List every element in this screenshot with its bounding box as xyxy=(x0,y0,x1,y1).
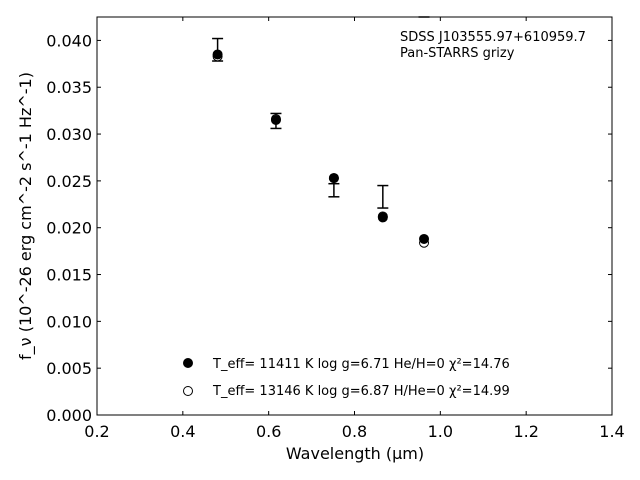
plot-area-border xyxy=(96,16,613,416)
annotation-survey: Pan-STARRS grizy xyxy=(400,46,515,61)
legend: T_eff= 11411 K log g=6.71 He/H=0 χ²=14.7… xyxy=(183,357,510,399)
y-tick-label: 0.015 xyxy=(46,266,92,285)
model-point-filled xyxy=(328,173,339,184)
y-axis-label: f_ν (10^-26 erg cm^-2 s^-1 Hz^-1) xyxy=(16,72,36,360)
observed-errorbars xyxy=(212,16,430,209)
model-point-filled xyxy=(419,233,430,244)
y-tick-label: 0.035 xyxy=(46,78,92,97)
annotation-object-name: SDSS J103555.97+610959.7 xyxy=(400,30,586,45)
x-tick-label: 0.4 xyxy=(170,422,195,441)
y-tick-label: 0.005 xyxy=(46,359,92,378)
y-tick-label: 0.000 xyxy=(46,406,92,425)
x-tick-label: 0.6 xyxy=(256,422,281,441)
legend-entry-1: T_eff= 13146 K log g=6.87 H/He=0 χ²=14.9… xyxy=(212,384,510,399)
y-tick-label: 0.010 xyxy=(46,312,92,331)
x-tick-label: 0.2 xyxy=(84,422,109,441)
y-tick-label: 0.025 xyxy=(46,172,92,191)
x-tick-label: 1.2 xyxy=(513,422,538,441)
y-tick-label: 0.030 xyxy=(46,125,92,144)
x-tick-label: 0.8 xyxy=(342,422,367,441)
legend-marker-open xyxy=(183,386,193,396)
y-axis: 0.000 0.005 0.010 0.015 0.020 0.025 0.030 0.035… xyxy=(46,31,612,425)
x-tick-label: 1.0 xyxy=(428,422,453,441)
y-tick-label: 0.020 xyxy=(46,219,92,238)
legend-marker-filled xyxy=(183,358,193,368)
x-axis-label: Wavelength (μm) xyxy=(286,444,424,463)
x-axis: 0.2 0.4 0.6 0.8 1.0 1.2 1.4 xyxy=(84,17,625,441)
model-series xyxy=(212,49,430,248)
plot-frame xyxy=(96,16,613,416)
model-point-filled xyxy=(212,49,223,60)
legend-entry-0: T_eff= 11411 K log g=6.71 He/H=0 χ²=14.7… xyxy=(212,357,510,372)
model-point-filled xyxy=(377,212,388,223)
model-point-filled xyxy=(270,115,281,126)
x-tick-label: 1.4 xyxy=(599,422,624,441)
y-tick-label: 0.040 xyxy=(46,31,92,50)
